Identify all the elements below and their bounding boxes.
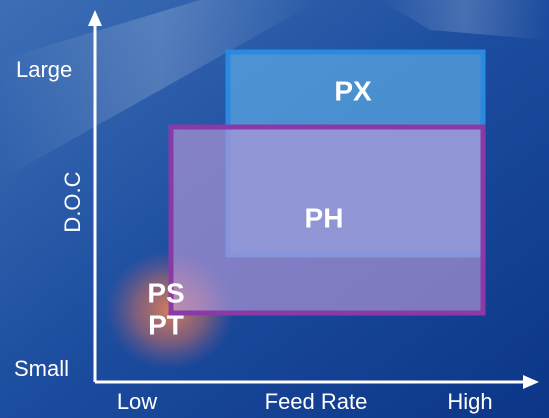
y-bottom-label: Small (14, 356, 69, 381)
x-arrow (523, 375, 539, 389)
light-streak (0, 0, 320, 180)
y-title: D.O.C (60, 171, 85, 232)
ph-region (168, 124, 486, 316)
light-streak (380, 0, 549, 40)
y-arrow (88, 10, 102, 26)
region-label: PT (148, 309, 184, 340)
region-label: PX (334, 75, 372, 106)
x-right-label: High (447, 389, 492, 414)
x-title: Feed Rate (265, 389, 368, 414)
region-label: PH (305, 202, 344, 233)
y-top-label: Large (16, 57, 72, 82)
x-left-label: Low (117, 389, 157, 414)
region-label: PS (147, 277, 184, 308)
